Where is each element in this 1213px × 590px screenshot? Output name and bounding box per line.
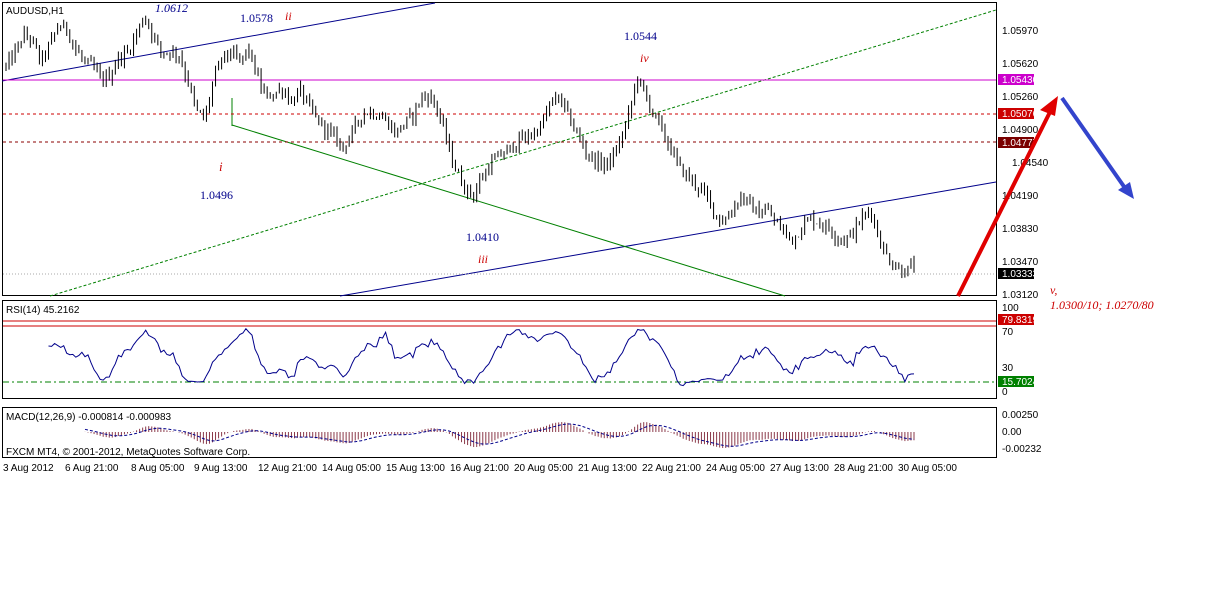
rsi-line	[48, 327, 915, 387]
y-tick: 1.05620	[1002, 59, 1039, 70]
upper-channel-line	[1, 2, 436, 82]
lower-channel-line	[339, 181, 997, 297]
price-pane-frame	[2, 2, 997, 296]
annotation-1-0612: 1.0612	[155, 1, 188, 15]
symbol-label: AUDUSD,H1	[6, 6, 64, 17]
rsi-label: RSI(14) 45.2162	[6, 305, 80, 316]
price-tag-text: 1.05076	[1002, 109, 1039, 120]
target-label: 1.0300/10; 1.0270/80	[1050, 298, 1154, 312]
x-tick: 3 Aug 2012	[3, 463, 54, 474]
rsi-tag-text: 15.7024	[1002, 377, 1039, 388]
price-tag-text: 1.04777	[1002, 138, 1039, 149]
y-tick: 1.03120	[1002, 290, 1039, 301]
x-tick: 8 Aug 05:00	[131, 463, 185, 474]
x-tick: 12 Aug 21:00	[258, 463, 317, 474]
rsi-tag-text: 79.8319	[1002, 315, 1039, 326]
rsi-tick-30: 30	[1002, 363, 1014, 374]
macd-pane-frame	[2, 407, 997, 458]
y-tick: 1.03830	[1002, 224, 1039, 235]
x-tick: 21 Aug 13:00	[578, 463, 637, 474]
x-tick: 14 Aug 05:00	[322, 463, 381, 474]
rsi-tick-100: 100	[1002, 303, 1019, 314]
price-tag-text: 1.03333	[1002, 269, 1039, 280]
rsi-tick-0: 0	[1002, 387, 1008, 398]
y-tick: 1.04900	[1002, 125, 1039, 136]
macd-tick: 0.00	[1002, 427, 1022, 438]
annotation-1-0496: 1.0496	[200, 188, 233, 202]
x-tick: 22 Aug 21:00	[642, 463, 701, 474]
time-axis: 3 Aug 2012 6 Aug 21:00 8 Aug 05:00 9 Aug…	[3, 463, 957, 474]
x-tick: 16 Aug 21:00	[450, 463, 509, 474]
macd-signal-line	[84, 423, 915, 447]
forecast-arrow-up	[956, 96, 1058, 297]
rsi-pane-frame	[2, 300, 997, 399]
green-dotted-trendline	[49, 9, 997, 297]
price-tag-1-03333	[998, 268, 1034, 279]
y-tick: 1.04190	[1002, 191, 1039, 202]
x-tick: 27 Aug 13:00	[770, 463, 829, 474]
annotation-1-0544: 1.0544	[624, 29, 657, 43]
copyright-text: FXCM MT4, © 2001-2012, MetaQuotes Softwa…	[6, 447, 250, 458]
price-axis: 1.05970 1.05620 1.05260 1.04900 1.04540 …	[1002, 26, 1049, 301]
macd-label: MACD(12,26,9) -0.000814 -0.000983	[6, 412, 172, 423]
wave-label-i: i	[219, 159, 223, 174]
wave-label-v: v,	[1050, 283, 1057, 297]
macd-tick: 0.00250	[1002, 410, 1039, 421]
y-tick: 1.04540	[1012, 158, 1049, 169]
wave-label-iv: iv	[640, 51, 649, 65]
annotation-1-0410: 1.0410	[466, 230, 499, 244]
price-tag-text: 1.05430	[1002, 75, 1039, 86]
price-tag-1-05076	[998, 108, 1034, 119]
x-tick: 28 Aug 21:00	[834, 463, 893, 474]
rsi-tick-70: 70	[1002, 327, 1014, 338]
x-tick: 30 Aug 05:00	[898, 463, 957, 474]
y-tick: 1.05260	[1002, 92, 1039, 103]
wave-label-ii: ii	[285, 9, 292, 23]
green-trendline	[231, 124, 786, 297]
annotation-1-0578: 1.0578	[240, 11, 273, 25]
x-tick: 6 Aug 21:00	[65, 463, 119, 474]
x-tick: 15 Aug 13:00	[386, 463, 445, 474]
price-tag-1-05430	[998, 74, 1034, 85]
rsi-tag-79	[998, 314, 1034, 325]
forecast-arrow-down	[1060, 96, 1134, 199]
y-tick: 1.03470	[1002, 257, 1039, 268]
candles	[5, 15, 915, 279]
macd-histogram	[84, 422, 915, 448]
macd-tick: -0.00232	[1002, 444, 1042, 455]
x-tick: 20 Aug 05:00	[514, 463, 573, 474]
y-tick: 1.05970	[1002, 26, 1039, 37]
rsi-tag-15	[998, 376, 1034, 387]
price-tag-1-04777	[998, 137, 1034, 148]
x-tick: 9 Aug 13:00	[194, 463, 248, 474]
x-tick: 24 Aug 05:00	[706, 463, 765, 474]
wave-label-iii: iii	[478, 252, 488, 266]
